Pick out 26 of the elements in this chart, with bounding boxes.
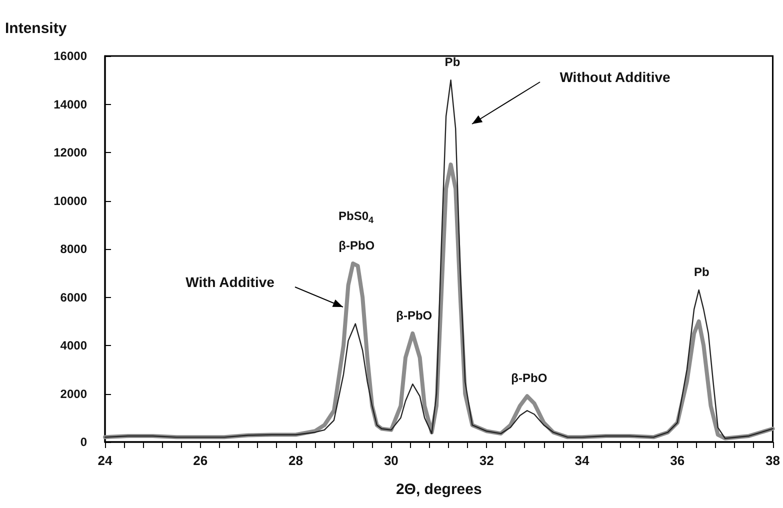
x-axis-title: 2Θ, degrees (396, 481, 482, 498)
x-tick-label: 32 (479, 453, 494, 468)
y-tick-label: 0 (80, 435, 88, 449)
y-tick-label: 14000 (54, 97, 88, 112)
x-tick-label: 34 (574, 453, 590, 468)
x-tick-label: 38 (766, 453, 780, 468)
annotation: Without Additive (560, 69, 670, 85)
annotation: With Additive (186, 274, 275, 290)
x-tick-label: 26 (193, 453, 208, 468)
y-tick-label: 8000 (60, 242, 88, 256)
x-tick-label: 24 (98, 453, 113, 468)
annotation: β-PbO (511, 371, 548, 386)
y-tick-label: 6000 (60, 290, 88, 304)
annotation: Pb (694, 265, 710, 280)
annotation: β-PbO (396, 308, 432, 322)
y-tick-label: 2000 (60, 386, 88, 401)
y-tick-label: 12000 (54, 146, 88, 160)
x-tick-label: 28 (288, 453, 304, 468)
x-tick-label: 36 (670, 453, 685, 468)
y-axis-title: Intensity (5, 20, 68, 37)
y-tick-label: 4000 (60, 338, 88, 352)
annotation: β-PbO (338, 238, 375, 252)
annotation: Pb (444, 55, 460, 70)
y-tick-label: 10000 (54, 194, 88, 208)
x-tick-label: 30 (384, 453, 398, 468)
y-tick-label: 16000 (54, 49, 88, 63)
